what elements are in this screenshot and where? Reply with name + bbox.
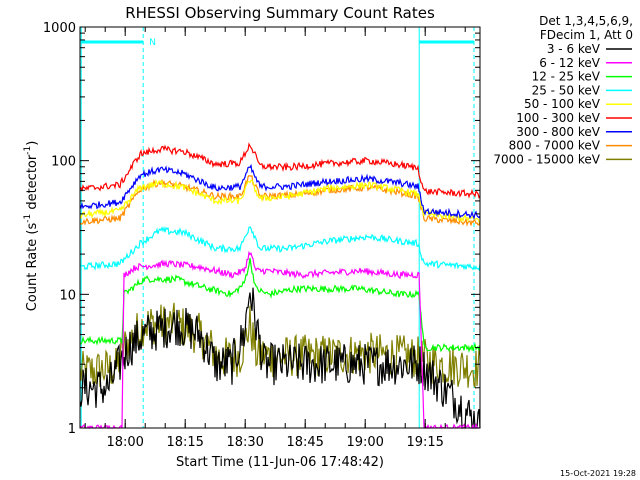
y-axis-label-part1: Count Rate (s xyxy=(25,223,40,312)
y-axis-label-sup2: -1 xyxy=(23,146,33,155)
legend-label-7: 800 - 7000 keV xyxy=(509,139,601,153)
y-tick-label-3: 1000 xyxy=(43,21,76,36)
legend-label-0: 3 - 6 keV xyxy=(547,42,601,56)
x-tick-label-4: 19:00 xyxy=(346,435,383,450)
y-axis-label-sup1: -1 xyxy=(23,214,33,223)
series-line-2 xyxy=(79,257,481,354)
series-line-0 xyxy=(79,287,481,429)
legend-label-2: 12 - 25 keV xyxy=(532,70,601,84)
legend-label-4: 50 - 100 keV xyxy=(524,97,601,111)
x-tick-label-3: 18:45 xyxy=(286,435,323,450)
attenuator-flag: N xyxy=(149,38,156,48)
y-tick-label-1: 10 xyxy=(59,288,76,303)
series-line-5 xyxy=(79,142,481,199)
legend-label-5: 100 - 300 keV xyxy=(516,111,600,125)
footer-date: 15-Oct-2021 19:28 xyxy=(560,469,636,478)
legend-label-8: 7000 - 15000 keV xyxy=(493,152,600,166)
series-line-6 xyxy=(79,163,481,220)
legend-label-6: 300 - 800 keV xyxy=(516,125,600,139)
status-flags: N xyxy=(80,27,475,428)
chart-title: RHESSI Observing Summary Count Rates xyxy=(125,4,435,22)
x-axis-label: Start Time (11-Jun-06 17:48:42) xyxy=(176,455,384,470)
series-layer xyxy=(79,142,481,430)
series-line-1 xyxy=(79,250,480,430)
series-line-3 xyxy=(79,225,481,272)
x-tick-label-0: 18:00 xyxy=(106,435,143,450)
series-line-4 xyxy=(79,178,481,223)
legend-header-line1: Det 1,3,4,5,6,9, xyxy=(539,14,633,28)
y-tick-label-2: 100 xyxy=(51,155,76,170)
y-axis-label-part3: ) xyxy=(25,141,40,146)
legend-header-line2: FDecim 1, Att 0 xyxy=(540,28,633,42)
plot-frame xyxy=(79,26,481,429)
axes: 1 10 100 1000 18:00 18:15 18:30 18:45 19:00 19:15 xyxy=(43,21,481,450)
x-tick-label-1: 18:15 xyxy=(166,435,203,450)
x-tick-label-2: 18:30 xyxy=(226,435,263,450)
series-line-7 xyxy=(79,175,481,227)
legend-label-3: 25 - 50 keV xyxy=(532,83,601,97)
x-tick-label-5: 19:15 xyxy=(406,435,443,450)
y-axis-label: Count Rate (s-1 detector-1) xyxy=(23,141,40,312)
y-axis-label-part2: detector xyxy=(25,154,40,214)
legend-label-1: 6 - 12 keV xyxy=(539,56,601,70)
y-tick-label-0: 1 xyxy=(68,422,76,437)
